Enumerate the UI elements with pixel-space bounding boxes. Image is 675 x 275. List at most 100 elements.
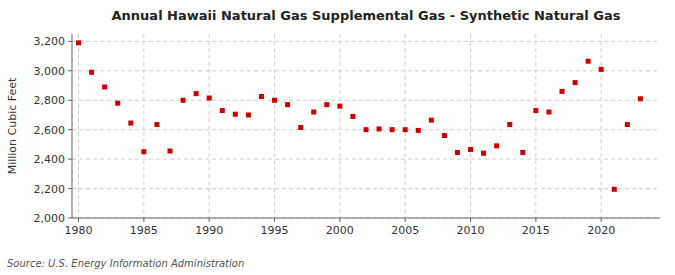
point — [560, 89, 565, 94]
tick-label: 1990 — [195, 224, 223, 237]
point — [612, 187, 617, 192]
tick — [68, 129, 72, 130]
points — [76, 40, 643, 191]
tick-label: 2,600 — [34, 124, 66, 137]
point — [141, 149, 146, 154]
point — [390, 127, 395, 132]
tick-label: 1995 — [261, 224, 289, 237]
tick — [68, 100, 72, 101]
y-axis-label: Million Cubic Feet — [6, 77, 19, 174]
grid-line — [78, 34, 79, 218]
point — [442, 133, 447, 138]
tick-label: 2005 — [391, 224, 419, 237]
grid-line — [535, 34, 536, 218]
point — [298, 125, 303, 130]
tick — [68, 159, 72, 160]
grid-line — [274, 34, 275, 218]
point — [233, 112, 238, 117]
point — [403, 127, 408, 132]
point — [546, 110, 551, 115]
point — [350, 114, 355, 119]
tick-label: 3,000 — [34, 65, 66, 78]
source: Source: U.S. Energy Information Administ… — [7, 258, 244, 269]
point — [337, 104, 342, 109]
point — [586, 59, 591, 64]
point — [115, 101, 120, 106]
point — [573, 80, 578, 85]
tick-label: 2,000 — [34, 212, 66, 225]
grid-line — [72, 41, 660, 42]
tick-label: 1985 — [130, 224, 158, 237]
grid-line — [405, 34, 406, 218]
point — [89, 70, 94, 75]
tick — [339, 218, 340, 222]
tick — [209, 218, 210, 222]
point — [168, 149, 173, 154]
grid-line — [72, 188, 660, 189]
tick — [143, 218, 144, 222]
tick — [68, 41, 72, 42]
point — [102, 84, 107, 89]
grid-line — [470, 34, 471, 218]
tick-label: 2,200 — [34, 183, 66, 196]
point — [285, 102, 290, 107]
tick-label: 2,800 — [34, 94, 66, 107]
point — [625, 122, 630, 127]
y-axis-line — [72, 34, 73, 218]
point — [533, 108, 538, 113]
point — [507, 122, 512, 127]
point — [494, 143, 499, 148]
tick — [68, 70, 72, 71]
tick-label: 1980 — [65, 224, 93, 237]
point — [416, 128, 421, 133]
point — [207, 96, 212, 101]
point — [324, 102, 329, 107]
grid-line — [601, 34, 602, 218]
tick — [274, 218, 275, 222]
tick — [535, 218, 536, 222]
grid-line — [143, 34, 144, 218]
grid — [72, 34, 660, 218]
point — [377, 126, 382, 131]
chart-container: Annual Hawaii Natural Gas Supplemental G… — [0, 0, 675, 275]
grid-line — [209, 34, 210, 218]
point — [364, 127, 369, 132]
tick — [68, 218, 72, 219]
chart: Annual Hawaii Natural Gas Supplemental G… — [0, 0, 675, 275]
grid-line — [72, 100, 660, 101]
point — [429, 118, 434, 123]
grid-line — [339, 34, 340, 218]
point — [220, 108, 225, 113]
point — [311, 110, 316, 115]
point — [638, 96, 643, 101]
point — [455, 150, 460, 155]
point — [128, 121, 133, 126]
tick — [405, 218, 406, 222]
point — [194, 91, 199, 96]
point — [259, 94, 264, 99]
grid-line — [72, 70, 660, 71]
tick-label: 3,200 — [34, 35, 66, 48]
point — [272, 98, 277, 103]
point — [246, 112, 251, 117]
tick-label: 2,400 — [34, 153, 66, 166]
tick-label: 2000 — [326, 224, 354, 237]
grid-line — [72, 218, 660, 219]
tick — [68, 188, 72, 189]
point — [154, 122, 159, 127]
title: Annual Hawaii Natural Gas Supplemental G… — [112, 8, 621, 23]
tick — [470, 218, 471, 222]
grid-line — [72, 159, 660, 160]
tick — [78, 218, 79, 222]
tick-label: 2010 — [457, 224, 485, 237]
tick-label: 2015 — [522, 224, 550, 237]
point — [181, 98, 186, 103]
tick-label: 2020 — [587, 224, 615, 237]
point — [599, 67, 604, 72]
axes: 2,000 2,200 2,400 2,600 2,800 3,000 3,200 1980 1… — [34, 34, 661, 237]
point — [76, 40, 81, 45]
point — [468, 147, 473, 152]
point — [481, 151, 486, 156]
x-axis-line — [72, 218, 660, 219]
tick — [601, 218, 602, 222]
